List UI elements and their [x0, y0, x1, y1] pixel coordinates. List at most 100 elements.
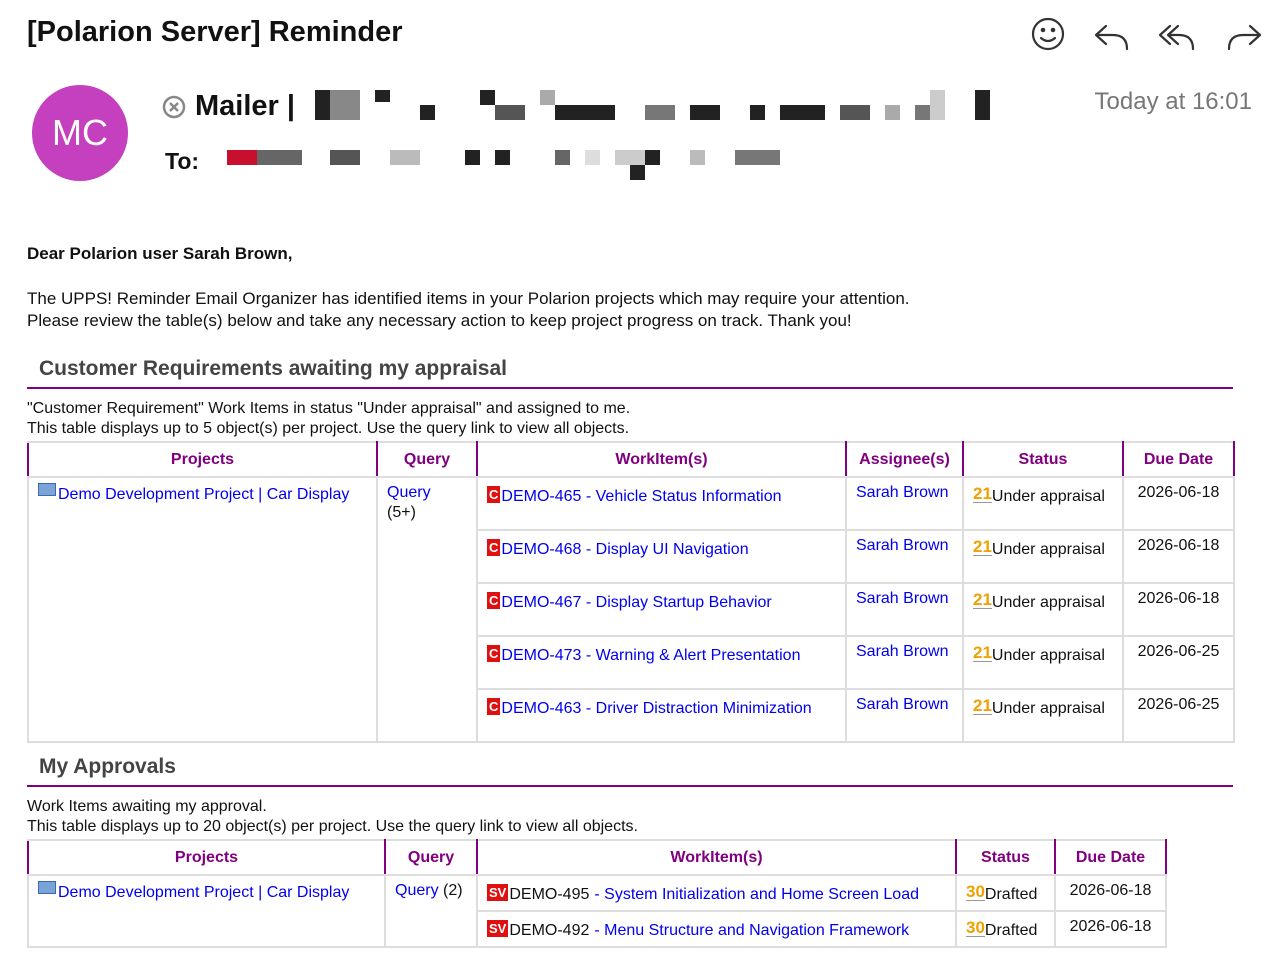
column-header: Due Date — [1054, 839, 1167, 876]
status-cell: 21Under appraisal — [962, 688, 1124, 743]
folder-icon — [38, 483, 56, 496]
type-icon: C — [487, 539, 501, 556]
section-title: Customer Requirements awaiting my apprai… — [39, 357, 507, 380]
due-date: 2026-06-18 — [1054, 874, 1167, 912]
status-text: Under appraisal — [991, 647, 1105, 664]
status-text: Drafted — [984, 886, 1038, 903]
status-text: Under appraisal — [991, 488, 1105, 505]
emoji-button[interactable] — [1031, 17, 1065, 51]
status-icon: 21 — [973, 590, 992, 609]
toolbar — [1031, 17, 1262, 51]
column-header: Query — [384, 839, 478, 876]
assignee-link[interactable]: Sarah Brown — [856, 696, 949, 713]
query-link[interactable]: Query — [387, 484, 431, 501]
column-header: Projects — [27, 839, 386, 876]
greeting: Dear Polarion user Sarah Brown, — [27, 244, 293, 263]
avatar: MC — [32, 85, 128, 181]
workitem-cell: SV DEMO-492- Menu Structure and Navigatio… — [476, 910, 957, 948]
type-icon: SV — [487, 884, 509, 901]
status-text: Under appraisal — [991, 700, 1105, 717]
workitem-link[interactable]: DEMO-468 - Display UI Navigation — [501, 541, 749, 558]
workitem-cell: C DEMO-467 - Display Startup Behavior — [476, 582, 847, 637]
status-cell: 21Under appraisal — [962, 529, 1124, 584]
section-description: This table displays up to 20 object(s) p… — [27, 818, 638, 835]
status-cell: 21Under appraisal — [962, 635, 1124, 690]
item-row: Demo Development Project | Car Display Qu… — [27, 476, 1235, 743]
section-description: This table displays up to 5 object(s) pe… — [27, 420, 630, 437]
sender: Mailer | — [195, 90, 295, 122]
workitem-link[interactable]: DEMO-467 - Display Startup Behavior — [501, 594, 772, 611]
due-date: 2026-06-25 — [1122, 635, 1235, 690]
status-text: Drafted — [984, 922, 1038, 939]
item-row: C DEMO-463 - Driver Distraction Minimizat… — [28, 688, 1235, 743]
status-icon: 30 — [966, 918, 985, 937]
type-icon: C — [487, 486, 501, 503]
work-item-table: Projects Query WorkItem(s) Status Due Date De… — [27, 839, 1167, 948]
project-link[interactable]: Demo Development Project | Car Display — [58, 884, 350, 901]
work-item-table: Projects Query WorkItem(s) Assignee(s) Statu… — [27, 441, 1235, 743]
assignee-link[interactable]: Sarah Brown — [856, 537, 949, 554]
intro-line: Please review the table(s) below and tak… — [27, 311, 852, 330]
query-count: (2) — [443, 882, 463, 899]
workitem-link[interactable]: - Menu Structure and Navigation Framewor… — [594, 922, 910, 939]
assignee-link[interactable]: Sarah Brown — [856, 590, 949, 607]
workitem-cell: C DEMO-468 - Display UI Navigation — [476, 529, 847, 584]
item-row: C DEMO-467 - Display Startup Behavior Sara… — [28, 582, 1235, 637]
workitem-link[interactable]: - System Initialization and Home Screen … — [594, 886, 919, 903]
column-header: Status — [962, 441, 1124, 478]
query-count: (5+) — [387, 504, 416, 521]
workitem-id: DEMO-495 — [509, 886, 590, 903]
header-row: Projects Query WorkItem(s) Status Due Date — [27, 839, 1167, 876]
due-date: 2026-06-18 — [1054, 910, 1167, 948]
status-cell: 30Drafted — [955, 910, 1056, 948]
status-icon: 21 — [973, 643, 992, 662]
section-description: Work Items awaiting my approval. — [27, 798, 267, 815]
status-icon: 21 — [973, 696, 992, 715]
type-icon: SV — [487, 920, 509, 937]
workitem-cell: C DEMO-473 - Warning & Alert Presentation — [476, 635, 847, 690]
workitem-link[interactable]: DEMO-473 - Warning & Alert Presentation — [501, 647, 801, 664]
column-header: Status — [955, 839, 1056, 876]
column-header: Due Date — [1122, 441, 1235, 478]
due-date: 2026-06-25 — [1122, 688, 1235, 743]
workitem-cell: C DEMO-463 - Driver Distraction Minimizat… — [476, 688, 847, 743]
workitem-cell: C DEMO-465 - Vehicle Status Information — [476, 476, 847, 531]
item-row: C DEMO-468 - Display UI Navigation Sarah B… — [28, 529, 1235, 584]
reply-all-button[interactable] — [1158, 24, 1195, 51]
status-icon: 30 — [966, 882, 985, 901]
assignee-link[interactable]: Sarah Brown — [856, 484, 949, 501]
column-header: Projects — [27, 441, 378, 478]
remove-icon — [162, 95, 186, 119]
query-cell: Query (2) — [384, 874, 478, 948]
assignee-link[interactable]: Sarah Brown — [856, 643, 949, 660]
project-link[interactable]: Demo Development Project | Car Display — [58, 486, 350, 503]
header-row: Projects Query WorkItem(s) Assignee(s) Statu… — [27, 441, 1235, 478]
workitem-link[interactable]: DEMO-465 - Vehicle Status Information — [501, 488, 782, 505]
status-icon: 21 — [973, 537, 992, 556]
status-cell: 30Drafted — [955, 874, 1056, 912]
project-cell: Demo Development Project | Car Display — [27, 874, 386, 948]
query-link[interactable]: Query — [395, 882, 439, 899]
status-icon: 21 — [973, 484, 992, 503]
query-cell: Query (5+) — [376, 476, 478, 743]
section-rule — [27, 785, 1233, 787]
status-text: Under appraisal — [991, 594, 1105, 611]
assignee-cell: Sarah Brown — [845, 582, 964, 637]
due-date: 2026-06-18 — [1122, 582, 1235, 637]
forward-button[interactable] — [1227, 24, 1262, 51]
type-icon: C — [487, 592, 501, 609]
type-icon: C — [487, 698, 501, 715]
to-label: To: — [165, 148, 200, 174]
assignee-cell: Sarah Brown — [845, 635, 964, 690]
assignee-cell: Sarah Brown — [845, 688, 964, 743]
subject: [Polarion Server] Reminder — [27, 16, 403, 48]
project-cell: Demo Development Project | Car Display — [27, 476, 378, 743]
status-cell: 21Under appraisal — [962, 476, 1124, 531]
section-title: My Approvals — [39, 755, 176, 778]
workitem-cell: SV DEMO-495- System Initialization and Ho… — [476, 874, 957, 912]
reply-button[interactable] — [1094, 24, 1129, 51]
workitem-link[interactable]: DEMO-463 - Driver Distraction Minimizati… — [501, 700, 812, 717]
section-description: "Customer Requirement" Work Items in sta… — [27, 400, 631, 417]
intro-line: The UPPS! Reminder Email Organizer has i… — [27, 289, 910, 308]
